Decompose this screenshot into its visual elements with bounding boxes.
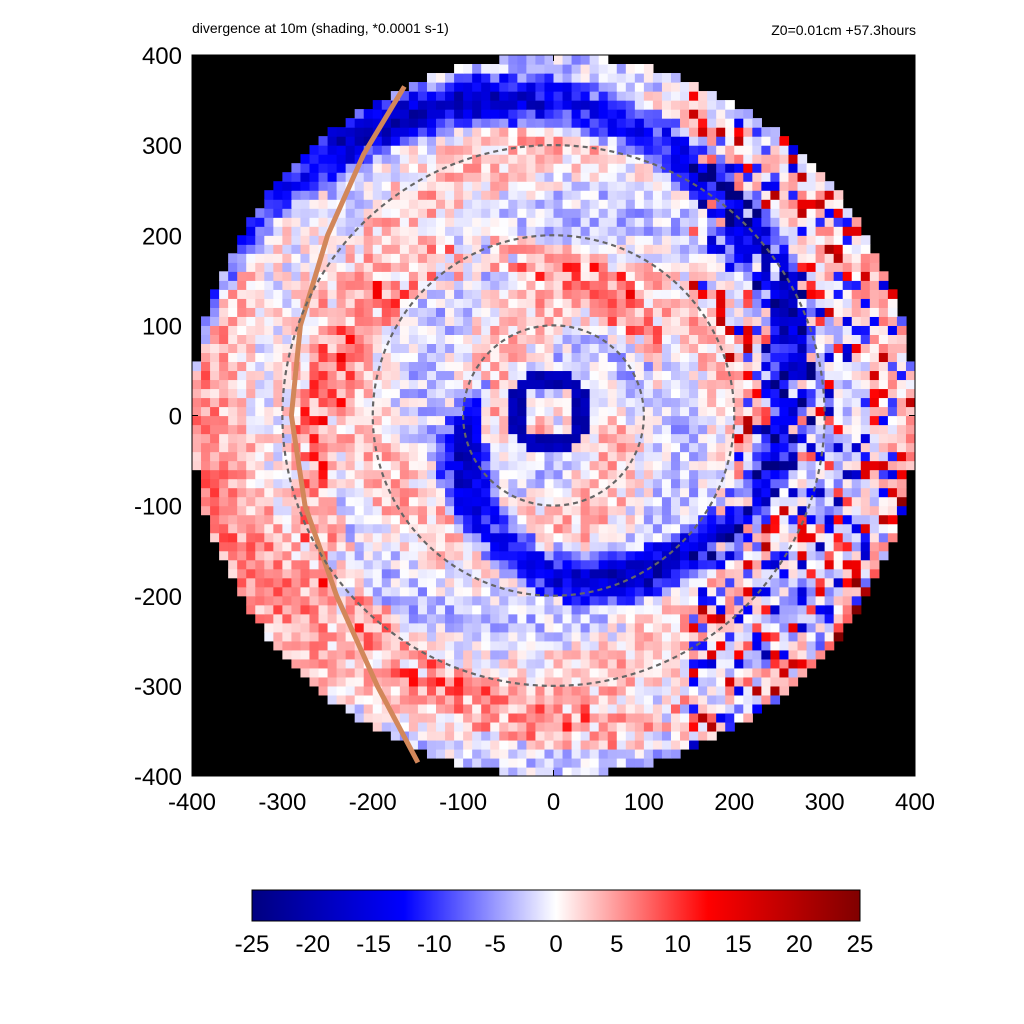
y-tick-label: 300 [142,133,182,160]
colorbar: -25 -20 -15 -10 -5 0 5 10 15 20 25 [235,889,874,958]
colorbar-tick-label: 25 [847,931,874,958]
colorbar-tick-label: 0 [549,931,562,958]
y-tick-label: -100 [134,494,182,521]
axes: -400 -300 -200 -100 0 100 200 300 400 -400 -300 -20… [134,43,935,816]
y-tick-label: -400 [134,764,182,791]
x-tick-label: -100 [439,789,487,816]
colorbar-bar [251,889,861,922]
x-tick-label: -300 [258,789,306,816]
y-tick-label: 0 [169,404,182,431]
x-tick-label: -200 [349,789,397,816]
x-tick-label: 400 [895,789,935,816]
radius-circle-200 [371,234,736,597]
chart-subtitle: Z0=0.01cm +57.3hours [771,22,916,38]
x-tick-label: 100 [624,789,664,816]
plot-area [192,55,915,776]
colorbar-tick-label: -20 [295,931,330,958]
y-tick-label: -200 [134,584,182,611]
divergence-field [192,55,915,776]
colorbar-tick-label: 10 [664,931,691,958]
y-tick-label: 100 [142,313,182,340]
radius-circle-300 [281,144,826,687]
chart-title: divergence at 10m (shading, *0.0001 s-1) [192,20,449,36]
x-tick-label: 0 [547,789,560,816]
radius-circle-100 [462,324,645,507]
x-tick-label: 200 [714,789,754,816]
colorbar-tick-label: -10 [417,931,452,958]
x-tick-label: 300 [805,789,845,816]
coastline [288,85,421,764]
y-tick-label: 400 [142,43,182,70]
y-tick-label: 200 [142,223,182,250]
x-tick-label: -400 [168,789,216,816]
colorbar-tick-label: -5 [485,931,506,958]
colorbar-tick-label: -25 [235,931,270,958]
colorbar-tick-label: 20 [786,931,813,958]
colorbar-tick-label: 15 [725,931,752,958]
y-tick-label: -300 [134,674,182,701]
colorbar-tick-label: 5 [610,931,623,958]
colorbar-tick-label: -15 [356,931,391,958]
